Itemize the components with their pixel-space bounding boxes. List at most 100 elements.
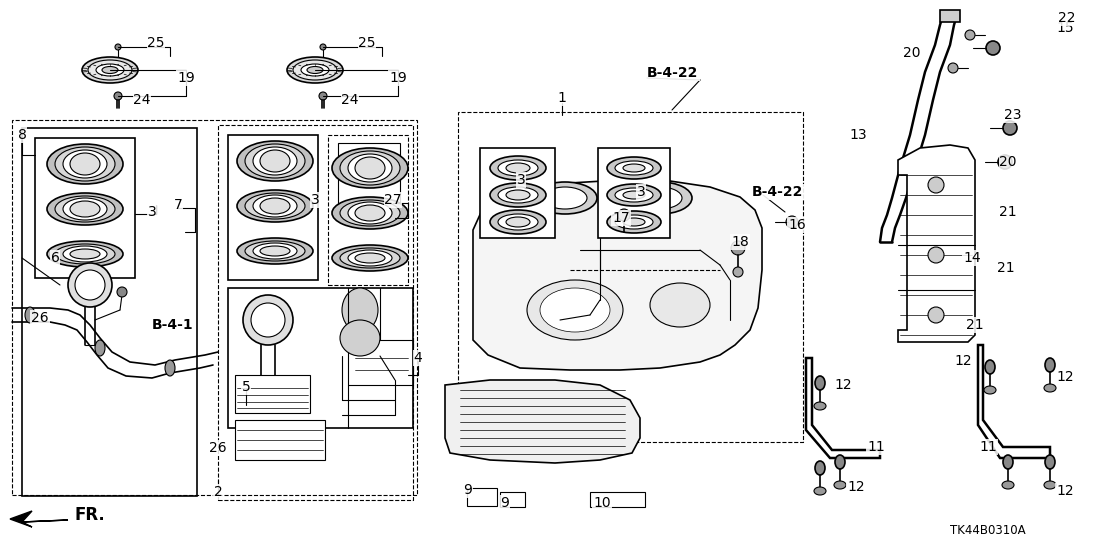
Text: 14: 14 — [963, 251, 981, 265]
Ellipse shape — [490, 156, 546, 180]
Ellipse shape — [623, 218, 645, 226]
Ellipse shape — [243, 295, 293, 345]
Bar — [228, 135, 318, 280]
Ellipse shape — [615, 215, 653, 229]
Ellipse shape — [527, 280, 623, 340]
Text: B-4-22: B-4-22 — [647, 66, 698, 80]
Text: TK44B0310A: TK44B0310A — [950, 524, 1026, 536]
Bar — [35, 138, 135, 278]
Ellipse shape — [63, 198, 107, 220]
Ellipse shape — [1044, 384, 1056, 392]
Text: 9: 9 — [501, 496, 510, 510]
Ellipse shape — [252, 303, 285, 337]
Ellipse shape — [253, 147, 297, 175]
Polygon shape — [806, 358, 880, 458]
Text: 3: 3 — [516, 173, 525, 187]
Bar — [598, 148, 670, 238]
Ellipse shape — [497, 187, 538, 203]
Ellipse shape — [814, 402, 825, 410]
Text: 3: 3 — [310, 193, 319, 207]
Ellipse shape — [965, 30, 975, 40]
Bar — [218, 125, 413, 500]
Ellipse shape — [340, 200, 400, 226]
Ellipse shape — [607, 157, 661, 179]
Text: 4: 4 — [413, 351, 422, 365]
Ellipse shape — [301, 64, 329, 76]
Bar — [458, 112, 803, 442]
Ellipse shape — [70, 201, 100, 217]
Ellipse shape — [1002, 481, 1014, 489]
Ellipse shape — [986, 41, 1001, 55]
Bar — [235, 375, 310, 413]
Text: 21: 21 — [997, 261, 1015, 275]
Polygon shape — [978, 345, 1050, 458]
Text: 3: 3 — [637, 185, 645, 199]
Bar — [235, 420, 325, 460]
Ellipse shape — [332, 245, 408, 271]
Ellipse shape — [615, 188, 653, 202]
Ellipse shape — [319, 92, 327, 100]
Ellipse shape — [638, 187, 683, 209]
Ellipse shape — [260, 246, 290, 256]
Text: 21: 21 — [966, 318, 984, 332]
Bar — [480, 148, 555, 238]
Text: 9: 9 — [463, 483, 472, 497]
Text: 7: 7 — [174, 198, 183, 212]
Text: 5: 5 — [242, 380, 250, 394]
Ellipse shape — [497, 214, 538, 230]
Ellipse shape — [320, 44, 326, 50]
Ellipse shape — [348, 250, 392, 266]
Text: 23: 23 — [1004, 108, 1022, 122]
Text: 19: 19 — [177, 71, 195, 85]
Ellipse shape — [533, 182, 597, 214]
Ellipse shape — [253, 195, 297, 217]
Text: 24: 24 — [133, 93, 151, 107]
Ellipse shape — [618, 209, 630, 221]
Ellipse shape — [237, 238, 312, 264]
Ellipse shape — [355, 205, 384, 221]
Bar — [328, 135, 408, 285]
Ellipse shape — [929, 307, 944, 323]
Ellipse shape — [96, 64, 124, 76]
Text: 20: 20 — [903, 46, 921, 60]
Text: 20: 20 — [999, 155, 1017, 169]
Ellipse shape — [25, 307, 35, 323]
Ellipse shape — [63, 150, 107, 178]
Ellipse shape — [75, 270, 105, 300]
Ellipse shape — [929, 247, 944, 263]
Ellipse shape — [332, 197, 408, 229]
Ellipse shape — [88, 60, 132, 80]
Ellipse shape — [650, 283, 710, 327]
Ellipse shape — [835, 455, 845, 469]
Ellipse shape — [55, 196, 115, 222]
Ellipse shape — [260, 198, 290, 214]
Ellipse shape — [55, 244, 115, 264]
Ellipse shape — [293, 60, 337, 80]
Ellipse shape — [245, 193, 305, 219]
Bar — [500, 492, 525, 507]
Ellipse shape — [165, 360, 175, 376]
Polygon shape — [940, 10, 960, 22]
Text: 13: 13 — [849, 128, 866, 142]
Text: B-4-1: B-4-1 — [152, 318, 194, 332]
Text: 12: 12 — [954, 354, 972, 368]
Bar — [466, 488, 497, 506]
Ellipse shape — [47, 144, 123, 184]
Ellipse shape — [342, 288, 378, 332]
Ellipse shape — [287, 57, 343, 83]
Ellipse shape — [102, 66, 117, 74]
Ellipse shape — [731, 241, 745, 255]
Ellipse shape — [540, 288, 611, 332]
Text: 26: 26 — [31, 311, 49, 325]
Ellipse shape — [340, 320, 380, 356]
Text: 16: 16 — [788, 218, 806, 232]
Text: 1: 1 — [557, 91, 566, 105]
Bar — [22, 128, 197, 496]
Ellipse shape — [490, 183, 546, 207]
Polygon shape — [10, 511, 68, 527]
Ellipse shape — [1045, 358, 1055, 372]
Text: 12: 12 — [1056, 370, 1074, 384]
Text: 11: 11 — [979, 440, 997, 454]
Text: FR.: FR. — [75, 506, 105, 524]
Ellipse shape — [237, 190, 312, 222]
